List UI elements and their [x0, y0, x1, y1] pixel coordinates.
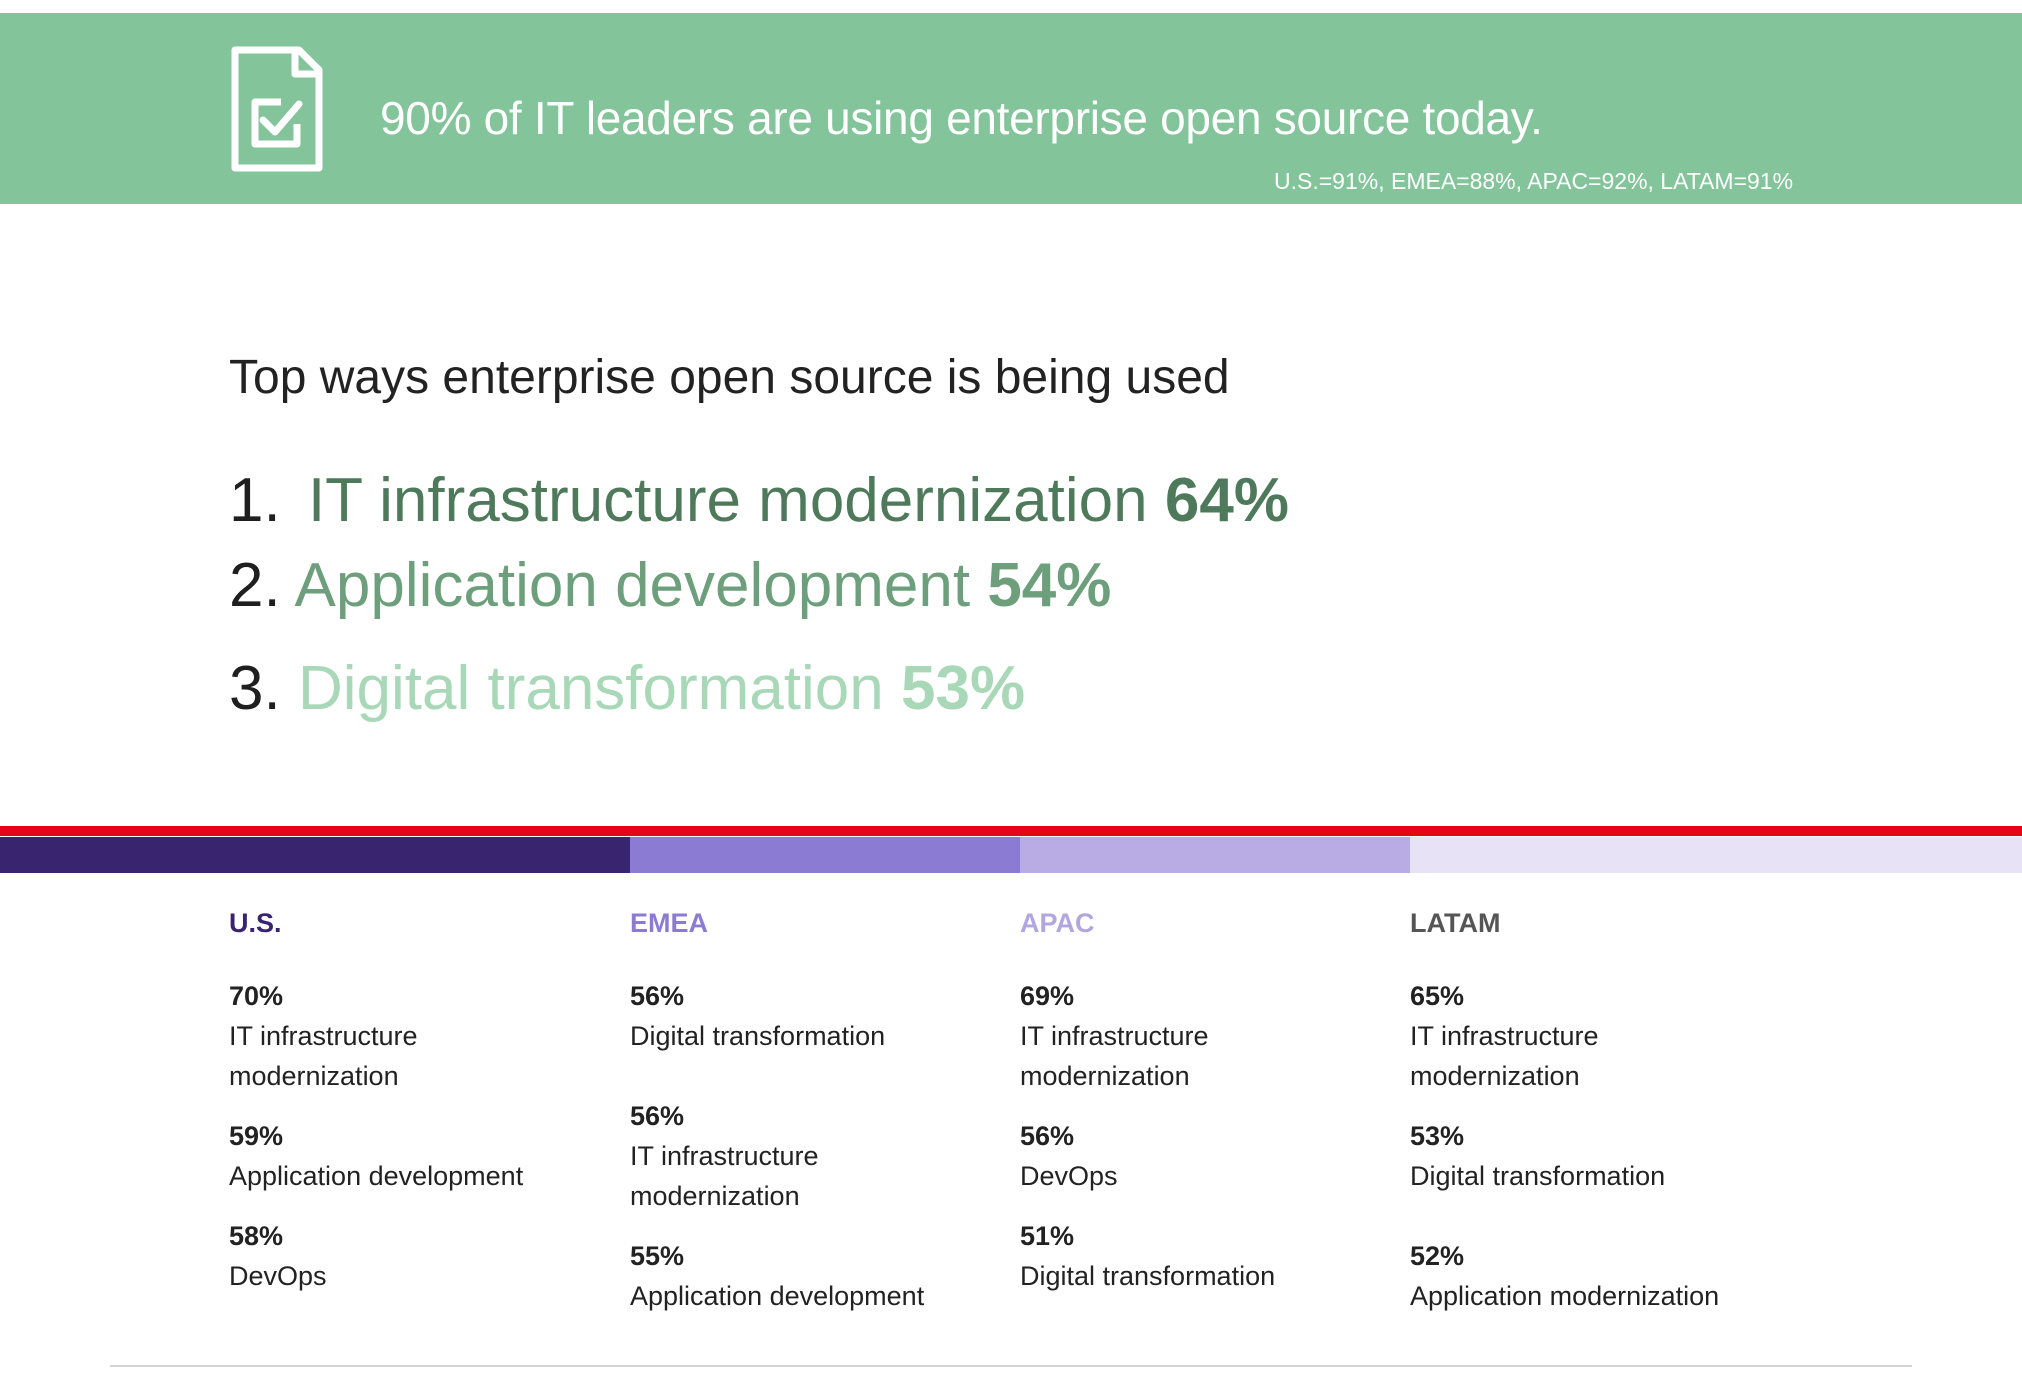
- stat-percent: 56%: [630, 981, 685, 1011]
- stat-percent: 53%: [1410, 1121, 1465, 1151]
- region-stat: 53% Digital transformation: [1410, 1116, 1780, 1196]
- stat-label: Digital transformation: [1410, 1161, 1666, 1191]
- region-stat: 65% IT infrastructure modernization: [1410, 976, 1780, 1096]
- region-column-apac: APAC 69% IT infrastructure modernization …: [1020, 908, 1390, 1291]
- region-stat: 56% IT infrastructure modernization: [630, 1096, 1000, 1216]
- stat-label: Digital transformation: [1020, 1261, 1276, 1291]
- region-bar-emea: [630, 837, 1020, 873]
- stat-percent: 51%: [1020, 1221, 1075, 1251]
- stat-percent: 69%: [1020, 981, 1075, 1011]
- rank-label: Digital transformation: [297, 654, 884, 723]
- rank-percent: 64%: [1164, 466, 1289, 535]
- stat-label: Application development: [630, 1281, 925, 1311]
- stat-percent: 55%: [630, 1241, 685, 1271]
- rank-percent: 54%: [987, 551, 1112, 620]
- stat-percent: 65%: [1410, 981, 1465, 1011]
- region-stat: 51% Digital transformation: [1020, 1216, 1390, 1296]
- stat-percent: 52%: [1410, 1241, 1465, 1271]
- checklist-document-icon: [231, 46, 323, 172]
- region-stat: 70% IT infrastructure modernization: [229, 976, 599, 1096]
- region-stat: 56% Digital transformation: [630, 976, 1000, 1056]
- region-stat: 52% Application modernization: [1410, 1236, 1780, 1316]
- banner-regional-stats: U.S.=91%, EMEA=88%, APAC=92%, LATAM=91%: [1274, 168, 1794, 194]
- region-stat: 69% IT infrastructure modernization: [1020, 976, 1390, 1096]
- stat-percent: 56%: [1020, 1121, 1075, 1151]
- region-stat: 55% Application development: [630, 1236, 1000, 1316]
- rank-label: IT infrastructure modernization: [307, 466, 1148, 535]
- region-column-emea: EMEA 56% Digital transformation 56% IT i…: [630, 908, 1000, 1311]
- ranked-item: 1. IT infrastructure modernization 64%: [229, 465, 1289, 536]
- headline-banner: 90% of IT leaders are using enterprise o…: [0, 13, 2022, 204]
- stat-label: DevOps: [1020, 1161, 1118, 1191]
- region-bar-latam: [1410, 837, 2022, 873]
- region-column-us: U.S. 70% IT infrastructure modernization …: [229, 908, 599, 1291]
- region-stat: 58% DevOps: [229, 1216, 599, 1296]
- banner-headline: 90% of IT leaders are using enterprise o…: [380, 92, 1543, 144]
- stat-label: IT infrastructure modernization: [1020, 1021, 1209, 1091]
- rank-percent: 53%: [900, 654, 1026, 723]
- rank-number: 2.: [229, 551, 281, 620]
- rank-number: 3.: [229, 654, 281, 723]
- stat-label: IT infrastructure modernization: [630, 1141, 819, 1211]
- region-name: LATAM: [1410, 908, 1501, 938]
- stat-percent: 70%: [229, 981, 284, 1011]
- stat-label: Application development: [229, 1161, 524, 1191]
- region-color-bar: [0, 837, 2022, 873]
- ranked-item: 2. Application development 54%: [229, 550, 1111, 621]
- stat-label: IT infrastructure modernization: [229, 1021, 418, 1091]
- stat-label: DevOps: [229, 1261, 327, 1291]
- accent-divider: [0, 826, 2022, 836]
- region-column-latam: LATAM 65% IT infrastructure modernization…: [1410, 908, 1780, 1311]
- rank-number: 1.: [229, 466, 281, 535]
- region-bar-us: [0, 837, 630, 873]
- region-name: U.S.: [229, 908, 282, 938]
- stat-label: IT infrastructure modernization: [1410, 1021, 1599, 1091]
- stat-label: Digital transformation: [630, 1021, 886, 1051]
- stat-label: Application modernization: [1410, 1281, 1720, 1311]
- ranked-item: 3. Digital transformation 53%: [229, 653, 1025, 724]
- section-title: Top ways enterprise open source is being…: [229, 351, 1230, 404]
- region-stat: 59% Application development: [229, 1116, 599, 1196]
- stat-percent: 58%: [229, 1221, 284, 1251]
- rank-label: Application development: [294, 551, 971, 620]
- bottom-divider: [110, 1365, 1912, 1367]
- region-name: EMEA: [630, 908, 709, 938]
- region-stat: 56% DevOps: [1020, 1116, 1390, 1196]
- stat-percent: 59%: [229, 1121, 284, 1151]
- stat-percent: 56%: [630, 1101, 685, 1131]
- region-name: APAC: [1020, 908, 1095, 938]
- region-bar-apac: [1020, 837, 1410, 873]
